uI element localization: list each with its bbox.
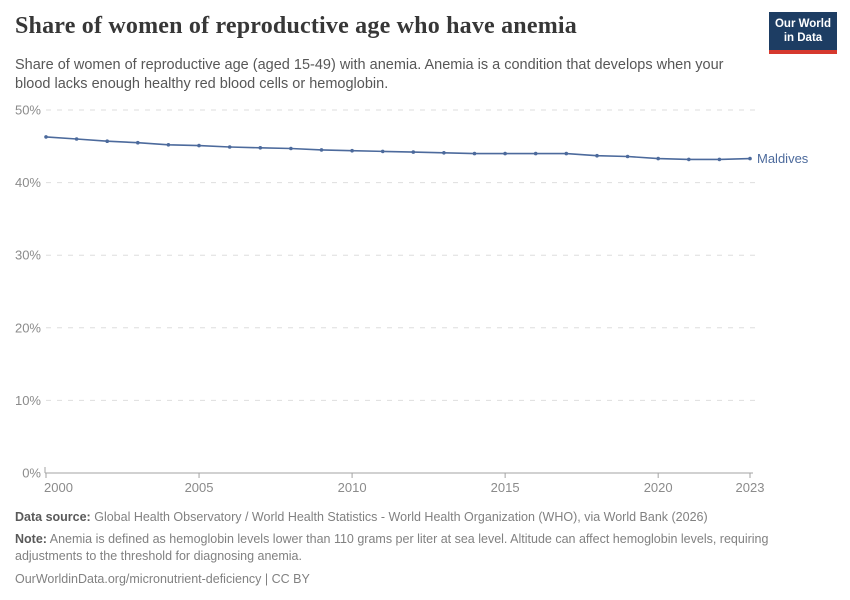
svg-text:2010: 2010 [338,480,367,495]
license-separator: | [264,572,269,586]
anemia-line-chart: 0% 10% 20% 30% 40% 50% 2000 2005 2010 2015 2020 202… [15,103,809,496]
owid-logo-line1: Our World [774,18,831,30]
owid-url-link[interactable]: OurWorldinData.org/micronutrient-deficie… [15,572,262,586]
svg-text:2015: 2015 [491,480,520,495]
chart-subtitle: Share of women of reproductive age (aged… [15,57,724,93]
svg-text:40%: 40% [15,175,41,190]
svg-text:2020: 2020 [644,480,673,495]
svg-text:2023: 2023 [736,480,765,495]
svg-text:50%: 50% [15,103,41,118]
svg-text:2000: 2000 [44,480,73,495]
note-line: Note: Anemia is defined as hemoglobin le… [15,531,835,565]
svg-text:30%: 30% [15,248,41,263]
note-text: Anemia is defined as hemoglobin levels l… [15,532,769,563]
svg-text:0%: 0% [22,466,41,481]
note-label: Note: [15,532,47,546]
license-line: OurWorldinData.org/micronutrient-deficie… [15,571,835,588]
svg-text:10%: 10% [15,393,41,408]
owid-logo[interactable]: Our World in Data [769,12,837,54]
page-title: Share of women of reproductive age who h… [15,13,577,39]
svg-text:2005: 2005 [185,480,214,495]
data-source-label: Data source: [15,510,91,524]
series-label-maldives: Maldives [757,151,809,166]
svg-text:20%: 20% [15,320,41,335]
data-source-line: Data source: Global Health Observatory /… [15,509,835,526]
chart-footer: Data source: Global Health Observatory /… [15,509,835,588]
data-source-text: Global Health Observatory / World Health… [94,510,708,524]
cc-by-link[interactable]: CC BY [271,572,310,586]
owid-logo-line2: in Data [783,31,823,44]
